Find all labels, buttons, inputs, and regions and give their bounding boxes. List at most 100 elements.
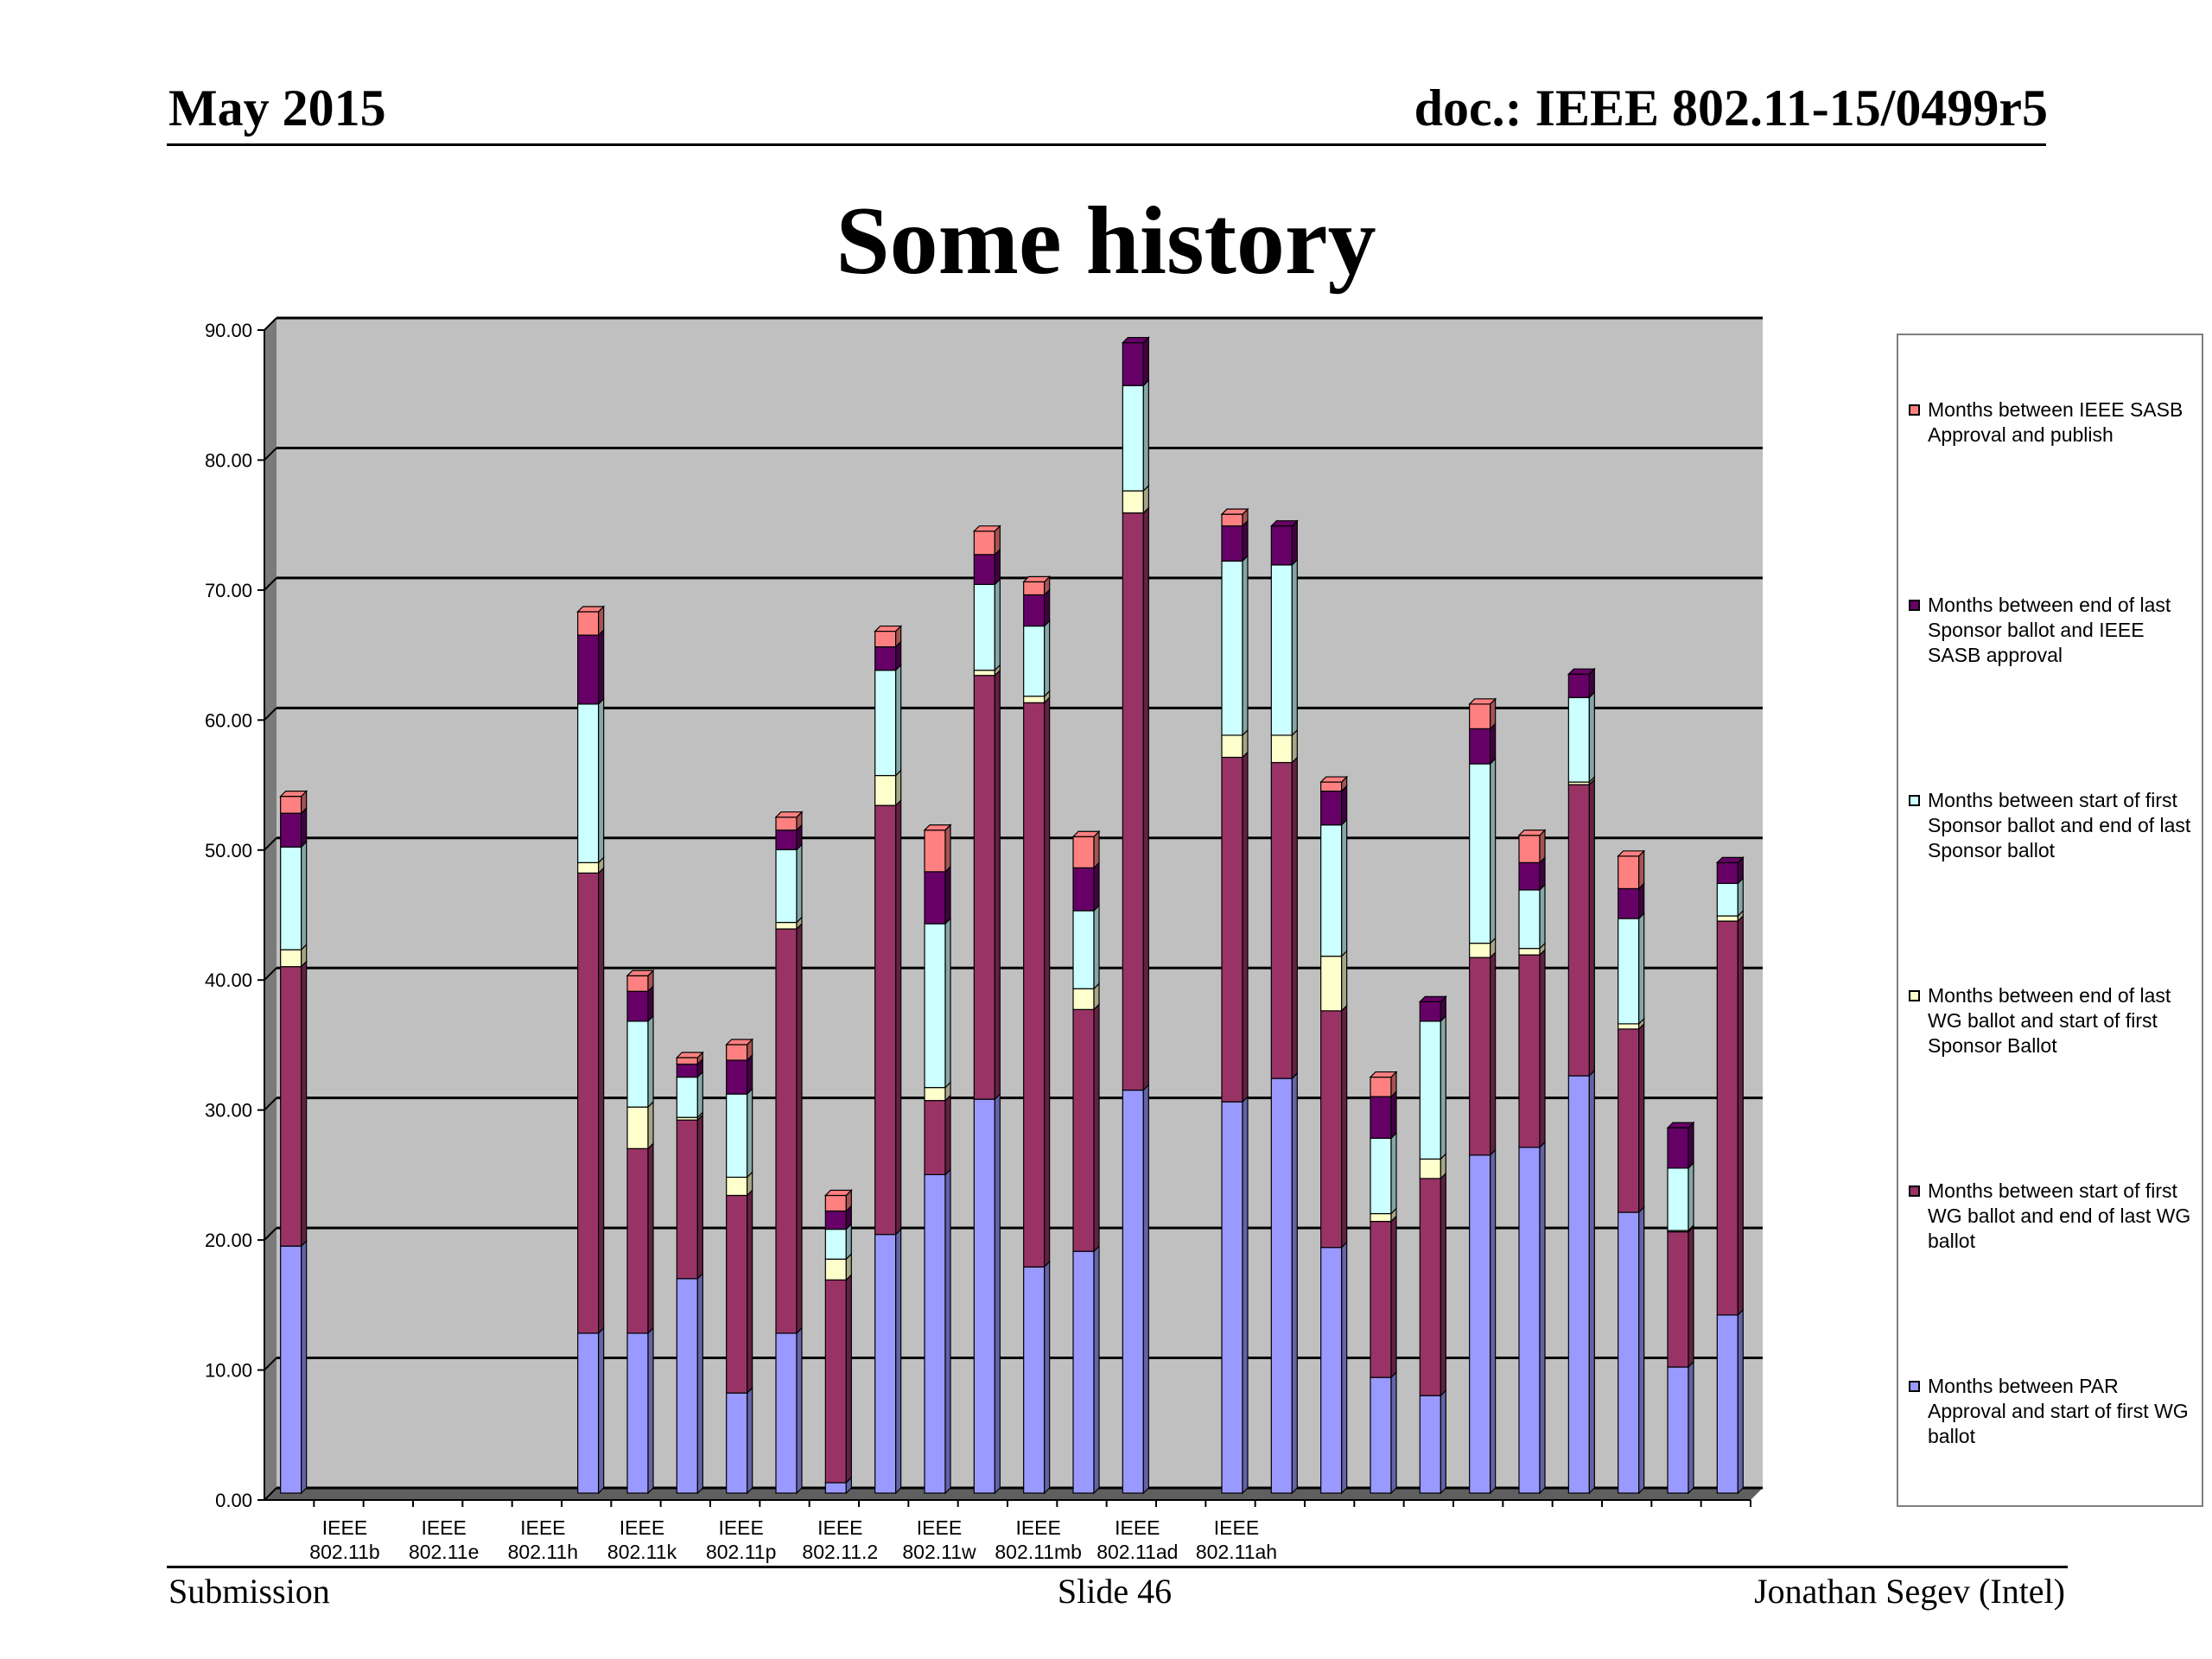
bar-segment [1518,954,1541,1148]
bar-segment-side [1390,1215,1397,1379]
bar-segment [1618,1028,1640,1213]
gridline-side [264,1227,277,1241]
bar-segment-side [1638,881,1645,920]
bar-segment [1122,512,1144,1091]
bar-segment [874,646,897,671]
bar-segment [1370,1076,1392,1097]
bar-segment [824,1210,847,1230]
header-doc-id: doc.: IEEE 802.11-15/0499r5 [1414,79,2048,137]
bar-segment-side [895,798,902,1236]
x-tick-label: IEEE [620,1516,664,1539]
bar-segment [874,774,897,806]
bar-segment [1023,625,1046,697]
bar-segment [1023,696,1046,703]
bar-segment [1469,957,1491,1156]
gridline-side [264,447,277,461]
bar-segment [1469,943,1491,958]
bar-segment [973,554,995,585]
bar-segment [726,1093,748,1179]
bar-segment-side [1688,1121,1694,1170]
bar-segment [1221,560,1243,736]
bar-segment-side [1390,1090,1397,1140]
bar-segment [973,583,995,671]
y-tick-label: 80.00 [205,449,252,471]
bar-segment [775,817,798,831]
bar-segment-side [994,548,1001,586]
bar-segment-side [1440,1014,1446,1160]
bar-segment [1023,581,1046,596]
bar-segment [626,1147,649,1334]
bar-segment [1469,728,1491,765]
bar-segment [1072,1008,1095,1252]
x-tick-label: 802.11e [409,1541,479,1563]
bar-top [1666,1122,1695,1128]
bar-segment-side [1044,696,1051,1268]
bar-segment-side [1044,1260,1051,1495]
bar-segment [1419,1020,1441,1160]
bar-segment [775,849,798,924]
bar-segment-side [1341,818,1348,958]
bar-segment [1618,887,1640,919]
bar-segment [874,1234,897,1494]
bar-top [1369,1071,1398,1078]
bar-segment [1221,756,1243,1103]
bar-segment [577,611,600,636]
bar-segment-side [1291,1071,1298,1495]
gridline-side [264,707,277,721]
bar-top [725,1039,754,1046]
bar-segment [1320,1247,1343,1494]
gridline-side [264,837,277,851]
bar-segment-side [944,917,951,1090]
bar-segment-side [1142,336,1149,387]
bar-segment [1320,956,1343,1012]
bar-segment-side [1242,751,1249,1103]
bar-segment-side [1242,554,1249,737]
bar-segment-side [1588,778,1595,1077]
bar-segment [726,1059,748,1095]
bar-segment-side [1142,506,1149,1092]
bar-segment-side [598,1326,605,1495]
bar-segment [1370,1096,1392,1139]
bar-segment [1716,861,1738,885]
bar-segment-side [1390,1131,1397,1215]
bar-segment-side [301,806,308,849]
bar-top [675,1052,704,1058]
bar-segment-side [1638,912,1645,1026]
bar-segment-side [1539,883,1546,950]
footer-slide-number: Slide 46 [1057,1572,1173,1611]
bar-segment [824,1228,847,1260]
bar-segment-side [301,960,308,1248]
bar-segment-side [1490,950,1497,1157]
bar-segment-side [647,1014,654,1109]
bar-segment [1618,1023,1640,1030]
bar-segment [1419,1395,1441,1494]
bar-segment-side [1093,1244,1100,1495]
bar-segment [1270,734,1293,764]
slide-title: Some history [836,188,1376,295]
bar-top [774,811,804,818]
bar-segment [1518,948,1541,956]
bar-top [1617,850,1646,857]
bar-segment-side [1737,876,1744,918]
bar-segment-side [1093,904,1100,990]
bar-top [1022,575,1052,582]
bar-segment-side [944,1094,951,1176]
bar-segment-side [1291,756,1298,1080]
bar-segment [626,1106,649,1149]
bar-segment-side [1688,1360,1694,1495]
bar-segment-side [1539,948,1546,1149]
bar-segment [924,1100,946,1176]
y-tick-label: 20.00 [205,1230,252,1251]
bar-segment [1518,889,1541,950]
bar-segment [676,1063,698,1078]
bar-segment-side [1044,620,1051,698]
bar-segment-side [1142,378,1149,493]
bar-segment-side [1737,914,1744,1317]
bar-top [1269,520,1299,527]
bar-segment [1320,781,1343,792]
bar-segment [1567,673,1590,698]
bar-segment-side [944,823,951,874]
legend-label: Months between start of first WG ballot … [1928,1179,2191,1252]
bar-segment [824,1482,847,1494]
bar-segment [1023,702,1046,1268]
